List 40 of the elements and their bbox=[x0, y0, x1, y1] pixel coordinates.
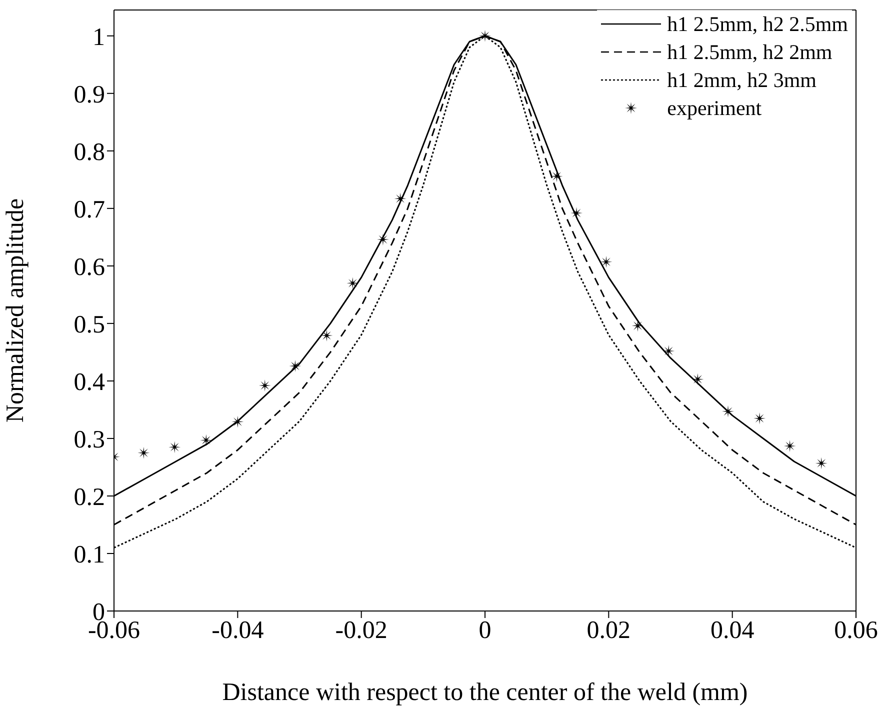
y-tick-label: 0.9 bbox=[74, 81, 105, 108]
point bbox=[570, 207, 583, 220]
point bbox=[289, 360, 302, 372]
x-tick-label: -0.04 bbox=[212, 616, 264, 644]
x-tick-label: -0.02 bbox=[335, 616, 388, 644]
y-tick-label: 0.5 bbox=[74, 311, 105, 338]
legend-label: experiment bbox=[667, 95, 762, 122]
legend-label: h1 2.5mm, h2 2mm bbox=[667, 39, 832, 66]
x-tick-label: 0 bbox=[478, 616, 492, 644]
y-tick-label: 1 bbox=[92, 24, 105, 51]
x-axis-title: Distance with respect to the center of the weld (mm) bbox=[222, 679, 748, 706]
point bbox=[376, 233, 389, 246]
point bbox=[784, 440, 796, 452]
y-tick-label: 0.2 bbox=[74, 484, 105, 511]
point bbox=[600, 256, 612, 268]
point bbox=[138, 446, 150, 459]
point bbox=[815, 457, 828, 470]
y-tick-label: 0.1 bbox=[74, 541, 105, 568]
point bbox=[479, 30, 491, 42]
y-tick-label: 0.8 bbox=[74, 138, 105, 166]
y-tick-label: 0.3 bbox=[74, 426, 105, 454]
point bbox=[754, 412, 766, 424]
point bbox=[722, 405, 734, 418]
point bbox=[232, 416, 244, 428]
x-tick-label: 0.02 bbox=[586, 616, 631, 644]
point bbox=[320, 330, 333, 342]
point bbox=[394, 192, 406, 205]
point bbox=[346, 277, 359, 290]
y-axis-title: Normalized amplitude bbox=[2, 198, 29, 423]
legend-label: h1 2mm, h2 3mm bbox=[667, 67, 816, 94]
point bbox=[258, 380, 271, 392]
y-tick-label: 0.7 bbox=[74, 196, 105, 224]
y-tick-label: 0.6 bbox=[74, 254, 105, 281]
y-tick-label: 0.4 bbox=[74, 368, 106, 396]
x-tick-label: 0.06 bbox=[834, 616, 878, 644]
point bbox=[168, 441, 181, 454]
point bbox=[692, 373, 704, 386]
x-tick-label: 0.04 bbox=[710, 616, 755, 644]
legend-label: h1 2.5mm, h2 2.5mm bbox=[667, 11, 848, 38]
point bbox=[200, 434, 212, 446]
